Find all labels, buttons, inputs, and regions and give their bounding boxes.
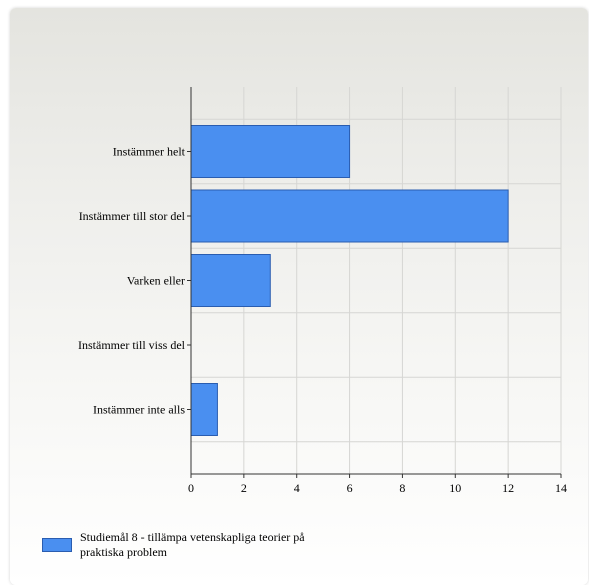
x-tick-label: 0 — [188, 481, 194, 495]
category-label: Instämmer helt — [113, 145, 186, 159]
axes — [187, 87, 562, 478]
bar — [190, 189, 509, 243]
category-label: Instämmer till stor del — [79, 209, 186, 223]
bar — [190, 383, 218, 436]
x-tick-label: 8 — [399, 481, 405, 495]
x-tick-label: 12 — [502, 481, 514, 495]
legend-label: Studiemål 8 - tillämpa vetenskapliga teo… — [80, 530, 305, 559]
legend-swatch — [42, 538, 72, 552]
x-tick-label: 10 — [449, 481, 461, 495]
category-label: Varken eller — [127, 274, 185, 288]
bar — [190, 254, 271, 307]
legend: Studiemål 8 - tillämpa vetenskapliga teo… — [42, 530, 310, 560]
chart-panel — [10, 8, 588, 585]
x-tick-labels: 0 2 4 6 8 10 12 14 — [188, 481, 567, 495]
category-labels: Instämmer helt Instämmer till stor del Var… — [78, 145, 186, 417]
x-tick-label: 14 — [555, 481, 567, 495]
x-tick-label: 6 — [347, 481, 353, 495]
bars — [190, 125, 509, 436]
x-tick-label: 4 — [294, 481, 300, 495]
x-tick-label: 2 — [241, 481, 247, 495]
bar — [190, 125, 351, 178]
category-label: Instämmer till viss del — [78, 338, 186, 352]
category-label: Instämmer inte alls — [93, 403, 185, 417]
